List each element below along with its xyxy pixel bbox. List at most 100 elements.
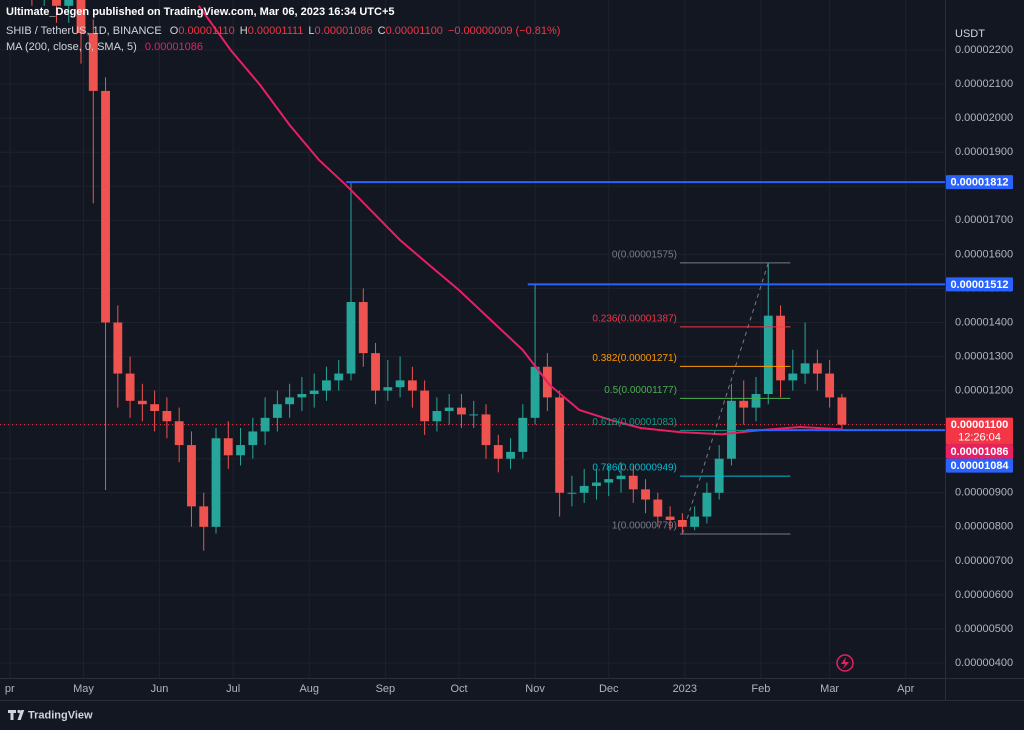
candle-body xyxy=(125,373,135,401)
candle-body xyxy=(444,407,454,412)
fib-label: 0.618(0.00001083) xyxy=(592,417,677,428)
ohlc-row: SHIB / TetherUS, 1D, BINANCE O0.00001110… xyxy=(6,23,560,39)
candle-body xyxy=(763,315,773,394)
candle-body xyxy=(825,373,835,398)
candle-body xyxy=(530,366,540,418)
axis-layer: 0.00000400 0.00000500 0.00000600 0.00000700… xyxy=(5,44,1013,695)
candle-body xyxy=(150,404,160,412)
candle-body xyxy=(272,404,282,418)
candle-body xyxy=(199,506,209,527)
candle-body xyxy=(223,438,233,456)
x-tick-label: Nov xyxy=(525,683,545,695)
y-tick-label: 0.00001200 xyxy=(955,384,1013,396)
fib-label: 0.382(0.00001271) xyxy=(592,353,677,364)
x-tick-label: Apr xyxy=(897,683,914,695)
candle-body xyxy=(812,363,822,374)
candle-body xyxy=(518,417,528,452)
price-box-label: 0.00001512 xyxy=(950,279,1008,291)
candle-body xyxy=(285,397,295,405)
candle-body xyxy=(727,400,736,459)
x-tick-label: Jun xyxy=(151,683,169,695)
candle-body xyxy=(432,411,442,422)
fib-label: 0.786(0.00000949) xyxy=(592,463,677,474)
y-tick-label: 0.00000800 xyxy=(955,521,1013,533)
candle-body xyxy=(260,417,270,432)
ohlc-key: H xyxy=(239,25,248,37)
grid-layer xyxy=(0,0,945,678)
candle-body xyxy=(702,492,712,517)
ohlc-key: C xyxy=(377,25,386,37)
candle-body xyxy=(101,90,110,323)
x-tick-label: Dec xyxy=(599,683,619,695)
ohlc-value: 0.00001100 xyxy=(385,25,443,37)
candle-body xyxy=(579,485,589,493)
candle-body xyxy=(211,438,221,527)
candle-body xyxy=(481,414,491,446)
candle-body xyxy=(469,414,479,416)
y-tick-label: 0.00001900 xyxy=(955,146,1013,158)
candle-body xyxy=(739,400,749,408)
y-tick-label: 0.00002200 xyxy=(955,44,1013,56)
plot-layer: 0(0.00001575) 0.236(0.00001387) 0.382(0.00… xyxy=(0,0,945,551)
ohlc-value: 0.00001111 xyxy=(247,25,304,37)
price-box-label: 0.00001100 xyxy=(951,419,1009,431)
candle-body xyxy=(690,516,700,527)
y-tick-label: 0.00001300 xyxy=(955,350,1013,362)
candle-body xyxy=(457,407,466,415)
price-box xyxy=(946,417,1013,445)
y-tick-label: 0.00002000 xyxy=(955,112,1013,124)
x-tick-label: Aug xyxy=(299,683,319,695)
candle-body xyxy=(800,363,810,374)
candle-body xyxy=(653,499,663,517)
y-tick-label: 0.00001600 xyxy=(955,248,1013,260)
candle-body xyxy=(616,475,626,480)
x-tick-label: Jul xyxy=(226,683,240,695)
candle-body xyxy=(187,445,196,507)
ma-row: MA (200, close, 0, SMA, 5) 0.00001086 xyxy=(6,39,560,55)
candle-body xyxy=(641,489,650,500)
candle-body xyxy=(506,451,515,459)
alert-icon[interactable] xyxy=(836,654,854,672)
candle-body xyxy=(174,421,184,446)
candle-body xyxy=(677,519,687,527)
candle-body xyxy=(383,387,393,391)
brand-name: TradingView xyxy=(28,709,93,721)
price-box xyxy=(946,444,1013,459)
y-tick-label: 0.00001700 xyxy=(955,214,1013,226)
candle-body xyxy=(665,516,675,520)
price-box xyxy=(946,175,1013,190)
candle-body xyxy=(395,380,405,388)
ohlc-value: 0.00001086 xyxy=(314,25,373,37)
candle-body xyxy=(297,393,307,398)
candle-body xyxy=(358,302,368,354)
currency-label: USDT xyxy=(955,28,985,40)
candle-body xyxy=(309,390,319,394)
candle-body xyxy=(346,302,356,374)
brand-logo[interactable]: TradingView xyxy=(8,709,93,721)
y-tick-label: 0.00000600 xyxy=(955,589,1013,601)
y-tick-label: 0.00001400 xyxy=(955,316,1013,328)
candle-body xyxy=(837,397,847,425)
candle-body xyxy=(493,445,503,459)
candle-body xyxy=(555,397,565,493)
price-box-label: 0.00001086 xyxy=(950,446,1008,458)
ma-name: MA (200, close, 0, SMA, 5) xyxy=(6,41,137,53)
candle-body xyxy=(113,322,123,374)
candle-body xyxy=(420,390,430,422)
candle-body xyxy=(52,0,61,6)
x-tick-label: Feb xyxy=(751,683,770,695)
legend: Ultimate_Degen published on TradingView.… xyxy=(6,4,560,55)
publish-header: Ultimate_Degen published on TradingView.… xyxy=(6,6,395,18)
candle-body xyxy=(162,411,172,422)
candle-body xyxy=(776,315,785,381)
candle-body xyxy=(248,431,258,446)
candle-body xyxy=(604,479,614,483)
fib-label: 0.5(0.00001177) xyxy=(604,385,677,396)
candle-body xyxy=(371,353,380,391)
change: −0.00000009 (−0.81%) xyxy=(447,25,561,37)
x-tick-label: Mar xyxy=(820,683,839,695)
ma-line xyxy=(197,5,842,436)
y-tick-label: 0.00000500 xyxy=(955,623,1013,635)
ohlc-key: L xyxy=(308,25,315,37)
